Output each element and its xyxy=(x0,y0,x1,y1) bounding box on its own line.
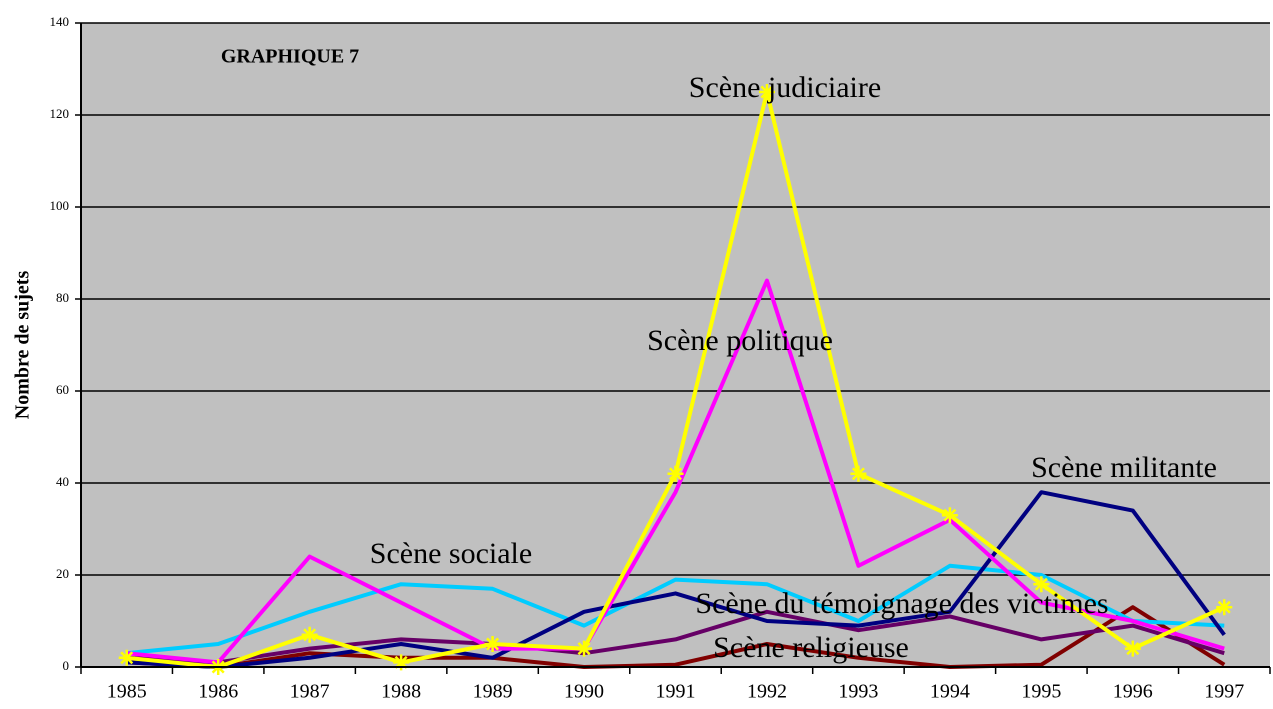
x-tick-label: 1989 xyxy=(473,681,513,703)
series-label: Scène sociale xyxy=(370,537,532,570)
x-tick-label: 1986 xyxy=(198,681,238,703)
series-line xyxy=(126,609,1225,665)
marker xyxy=(484,636,501,652)
x-tick-label: 1995 xyxy=(1021,681,1061,703)
x-tick-label: 1994 xyxy=(930,681,970,703)
marker xyxy=(576,640,593,657)
marker xyxy=(393,654,410,671)
x-tick-label: 1991 xyxy=(656,681,696,703)
y-tick-label: 20 xyxy=(56,566,69,581)
x-tick-label: 1985 xyxy=(107,681,147,703)
x-tick-label: 1987 xyxy=(290,681,330,703)
series-line xyxy=(126,563,1225,656)
series-line xyxy=(126,490,1226,669)
chart-title: GRAPHIQUE 7 xyxy=(221,46,359,68)
marker xyxy=(850,465,867,482)
series-line xyxy=(126,278,1225,665)
series-label: Scène du témoignage des victimes xyxy=(695,587,1108,620)
series-label: Scène militante xyxy=(1031,451,1217,484)
x-tick-label: 1996 xyxy=(1113,681,1153,703)
plot-area xyxy=(81,23,1270,667)
y-tick-label: 40 xyxy=(56,474,69,489)
x-tick-label: 1988 xyxy=(381,681,421,703)
x-tick-label: 1997 xyxy=(1204,681,1244,703)
marker xyxy=(941,507,958,524)
y-tick-label: 60 xyxy=(56,382,69,397)
marker xyxy=(758,84,775,100)
marker xyxy=(667,465,684,482)
x-tick-label: 1990 xyxy=(564,681,604,703)
y-tick-label: 100 xyxy=(50,198,70,213)
series-label: Scène judiciaire xyxy=(689,71,881,104)
marker xyxy=(301,626,318,643)
marker xyxy=(1216,599,1233,616)
series-line xyxy=(126,605,1226,669)
y-axis-label: Nombre de sujets xyxy=(12,271,34,420)
y-tick-label: 140 xyxy=(50,14,70,29)
y-tick-label: 120 xyxy=(50,106,70,121)
y-tick-label: 80 xyxy=(56,290,69,305)
marker xyxy=(118,649,135,666)
series-label: Scène religieuse xyxy=(713,631,909,664)
series-label: Scène politique xyxy=(647,324,833,357)
x-tick-label: 1993 xyxy=(838,681,878,703)
x-tick-label: 1992 xyxy=(747,681,787,703)
marker xyxy=(1124,640,1141,657)
y-tick-label: 0 xyxy=(63,658,70,673)
marker xyxy=(1033,576,1050,593)
